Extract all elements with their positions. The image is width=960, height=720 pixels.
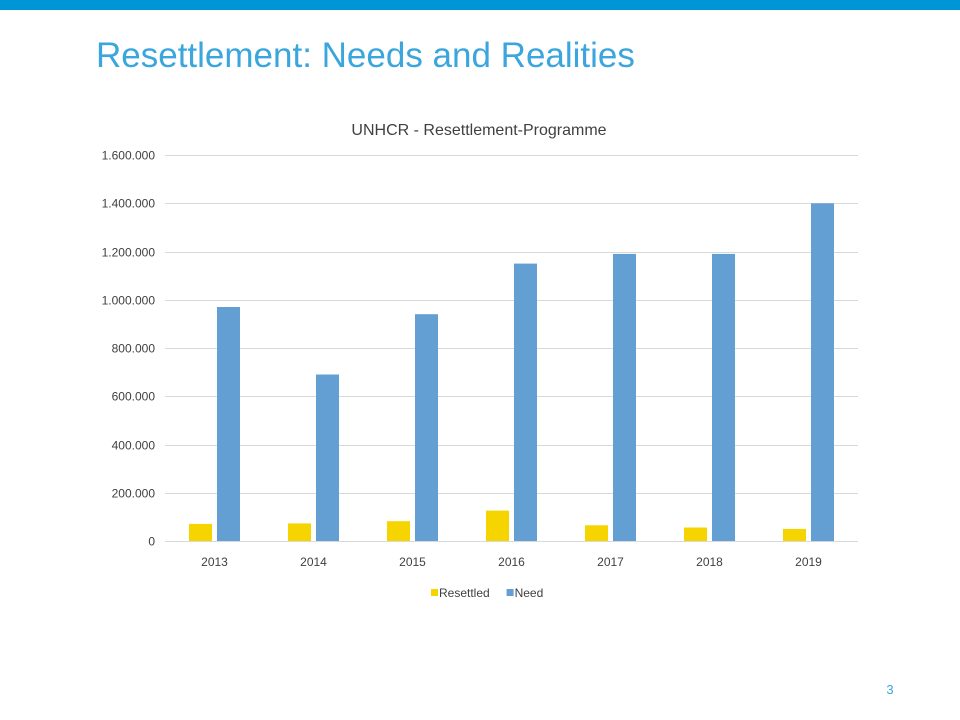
bar-need-2017: [613, 253, 636, 541]
y-tick-label: 1.000.000: [102, 294, 156, 308]
bar-need-2015: [415, 314, 438, 541]
y-tick-label: 1.600.000: [102, 149, 156, 163]
top-accent-bar: [0, 0, 960, 10]
bar-resettled-2017: [585, 525, 608, 541]
legend-label-need: Need: [515, 586, 544, 600]
y-tick-label: 600.000: [112, 390, 156, 404]
y-axis-ticks: 0 200.000 400.000 600.000 800.000 1.000.000 1.…: [102, 149, 156, 549]
legend-label-resettled: Resettled: [439, 586, 490, 600]
bar-need-2018: [712, 253, 735, 541]
x-tick-label: 2019: [795, 555, 822, 569]
page-number: 3: [886, 682, 894, 697]
bar-resettled-2018: [684, 527, 707, 541]
y-tick-label: 200.000: [112, 487, 156, 501]
legend-swatch-need: [506, 589, 514, 596]
bar-resettled-2015: [387, 521, 410, 541]
bar-need-2013: [217, 307, 240, 541]
bar-resettled-2013: [189, 523, 212, 541]
bar-resettled-2019: [783, 528, 806, 541]
bar-need-2019: [811, 203, 834, 542]
bar-resettled-2014: [288, 523, 311, 541]
x-tick-label: 2014: [300, 555, 327, 569]
y-tick-label: 400.000: [112, 439, 156, 453]
bar-need-2014: [316, 374, 339, 541]
y-tick-label: 800.000: [112, 342, 156, 356]
x-tick-label: 2013: [201, 555, 228, 569]
bars: [189, 203, 834, 542]
legend: Resettled Need: [431, 586, 543, 600]
x-tick-label: 2015: [399, 555, 426, 569]
chart-title: UNHCR - Resettlement-Programme: [351, 122, 606, 139]
y-tick-label: 1.200.000: [102, 246, 156, 260]
bar-need-2016: [514, 263, 537, 541]
bar-resettled-2016: [486, 510, 509, 541]
gridlines: [165, 155, 858, 542]
x-axis-ticks: 2013 2014 2015 2016 2017 2018 2019: [201, 555, 822, 569]
x-tick-label: 2016: [498, 555, 525, 569]
slide-title: Resettlement: Needs and Realities: [96, 36, 635, 75]
x-tick-label: 2017: [597, 555, 624, 569]
y-tick-label: 0: [148, 535, 155, 549]
y-tick-label: 1.400.000: [102, 197, 156, 211]
legend-swatch-resettled: [431, 589, 438, 596]
x-tick-label: 2018: [696, 555, 723, 569]
